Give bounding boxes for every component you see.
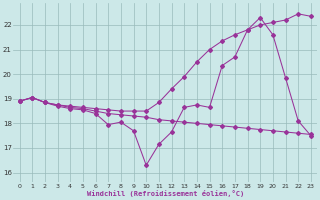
X-axis label: Windchill (Refroidissement éolien,°C): Windchill (Refroidissement éolien,°C) bbox=[87, 190, 244, 197]
